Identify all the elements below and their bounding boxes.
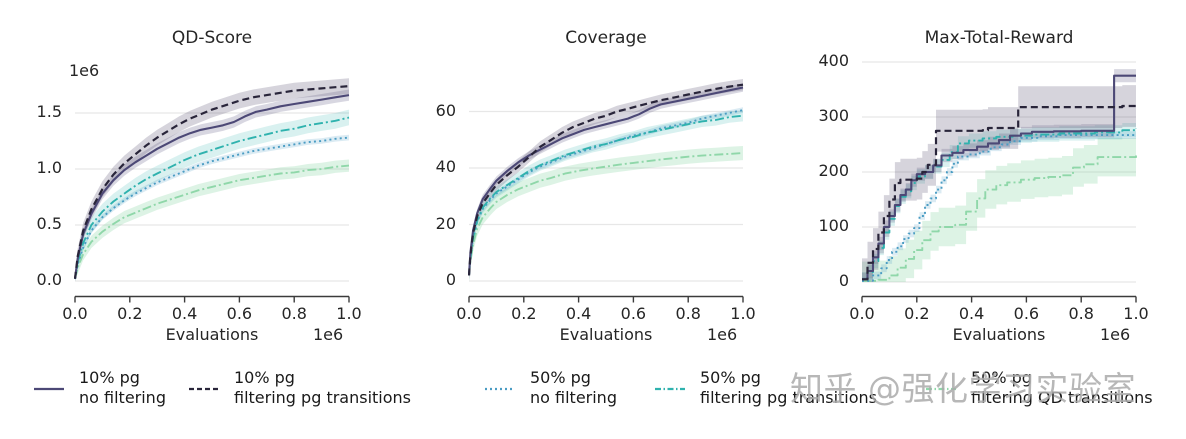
x-tick-label: 0.6 [226, 304, 253, 323]
y-tick-label: 400 [818, 51, 849, 70]
x-tick-label: 0.6 [1013, 304, 1040, 323]
y-tick-label: 100 [818, 216, 849, 235]
x-axis-label: Evaluations [559, 325, 653, 344]
y-tick-label: 1.0 [36, 158, 62, 177]
x-tick-label: 0.0 [456, 304, 482, 323]
legend-label-line1: 10% pg [234, 368, 295, 387]
x-offset-label: 1e6 [1100, 325, 1131, 344]
chart-title: Coverage [565, 28, 647, 48]
legend-label-line2: filtering pg transitions [234, 387, 412, 407]
x-tick-label: 0.8 [675, 304, 701, 323]
legend-line-solid-icon [34, 387, 64, 391]
y-offset-label: 1e6 [69, 61, 100, 80]
y-tick-label: 0.0 [36, 270, 62, 289]
legend-label-line1: 50% pg [700, 368, 761, 387]
x-tick-label: 1.0 [730, 304, 756, 323]
legend-line-dashed-icon [189, 387, 219, 391]
legend-item-50pg-filtering-qd: 50% pg filtering QD transitions [925, 368, 1153, 407]
watermark: 知乎 @强化学习实验室 [790, 369, 1136, 408]
x-tick-label: 1.0 [1123, 304, 1149, 323]
y-tick-label: 40 [435, 157, 456, 176]
y-tick-label: 60 [435, 100, 456, 120]
legend-item-50pg-filtering-pg: 50% pg filtering pg transitions [654, 368, 877, 407]
x-tick-label: 0.0 [62, 304, 88, 323]
y-tick-label: 300 [818, 106, 849, 125]
y-tick-label: 200 [818, 161, 849, 180]
legend-label-line2: no filtering [530, 387, 617, 407]
legend-line-dotted-icon [485, 387, 515, 391]
chart-title: Max-Total-Reward [924, 28, 1074, 48]
x-tick-label: 0.0 [849, 304, 875, 323]
legend-label-line1: 10% pg [79, 368, 140, 387]
charts-canvas [74, 61, 1137, 303]
legend-label-line1: 50% pg [530, 368, 591, 387]
legend-item-10pg-filtering-pg: 10% pg filtering pg transitions [188, 368, 411, 407]
x-tick-label: 0.4 [565, 304, 592, 323]
x-tick-label: 0.4 [171, 304, 198, 323]
legend-label-line2: filtering pg transitions [700, 387, 878, 407]
legend: 10% pg no filtering 10% pg filtering pg … [0, 362, 1186, 432]
legend-item-50pg-no-filtering: 50% pg no filtering [484, 368, 617, 407]
x-tick-label: 1.0 [336, 304, 362, 323]
y-tick-label: 1.5 [36, 102, 62, 121]
x-tick-label: 0.6 [620, 304, 647, 323]
x-tick-label: 0.4 [958, 304, 985, 323]
x-axis-label: Evaluations [165, 325, 259, 344]
y-tick-label: 0 [838, 271, 849, 290]
x-tick-label: 0.2 [904, 304, 930, 323]
chart-title: QD-Score [171, 28, 253, 48]
x-offset-label: 1e6 [313, 325, 344, 344]
x-tick-label: 0.2 [117, 304, 143, 323]
x-tick-label: 0.2 [511, 304, 537, 323]
legend-line-dashdot-green-icon [926, 387, 956, 391]
x-tick-label: 0.8 [1068, 304, 1094, 323]
legend-label-line2: no filtering [79, 387, 166, 407]
y-tick-label: 0.5 [36, 214, 62, 233]
y-tick-label: 0 [445, 270, 456, 289]
legend-item-10pg-no-filtering: 10% pg no filtering [33, 368, 166, 407]
y-tick-label: 20 [435, 213, 456, 233]
x-tick-label: 0.8 [281, 304, 307, 323]
legend-line-dashdot-icon [655, 387, 685, 391]
legend-label-line1: 50% pg [971, 368, 1032, 387]
legend-label-line2: filtering QD transitions [971, 387, 1153, 407]
x-offset-label: 1e6 [707, 325, 738, 344]
x-axis-label: Evaluations [952, 325, 1046, 344]
